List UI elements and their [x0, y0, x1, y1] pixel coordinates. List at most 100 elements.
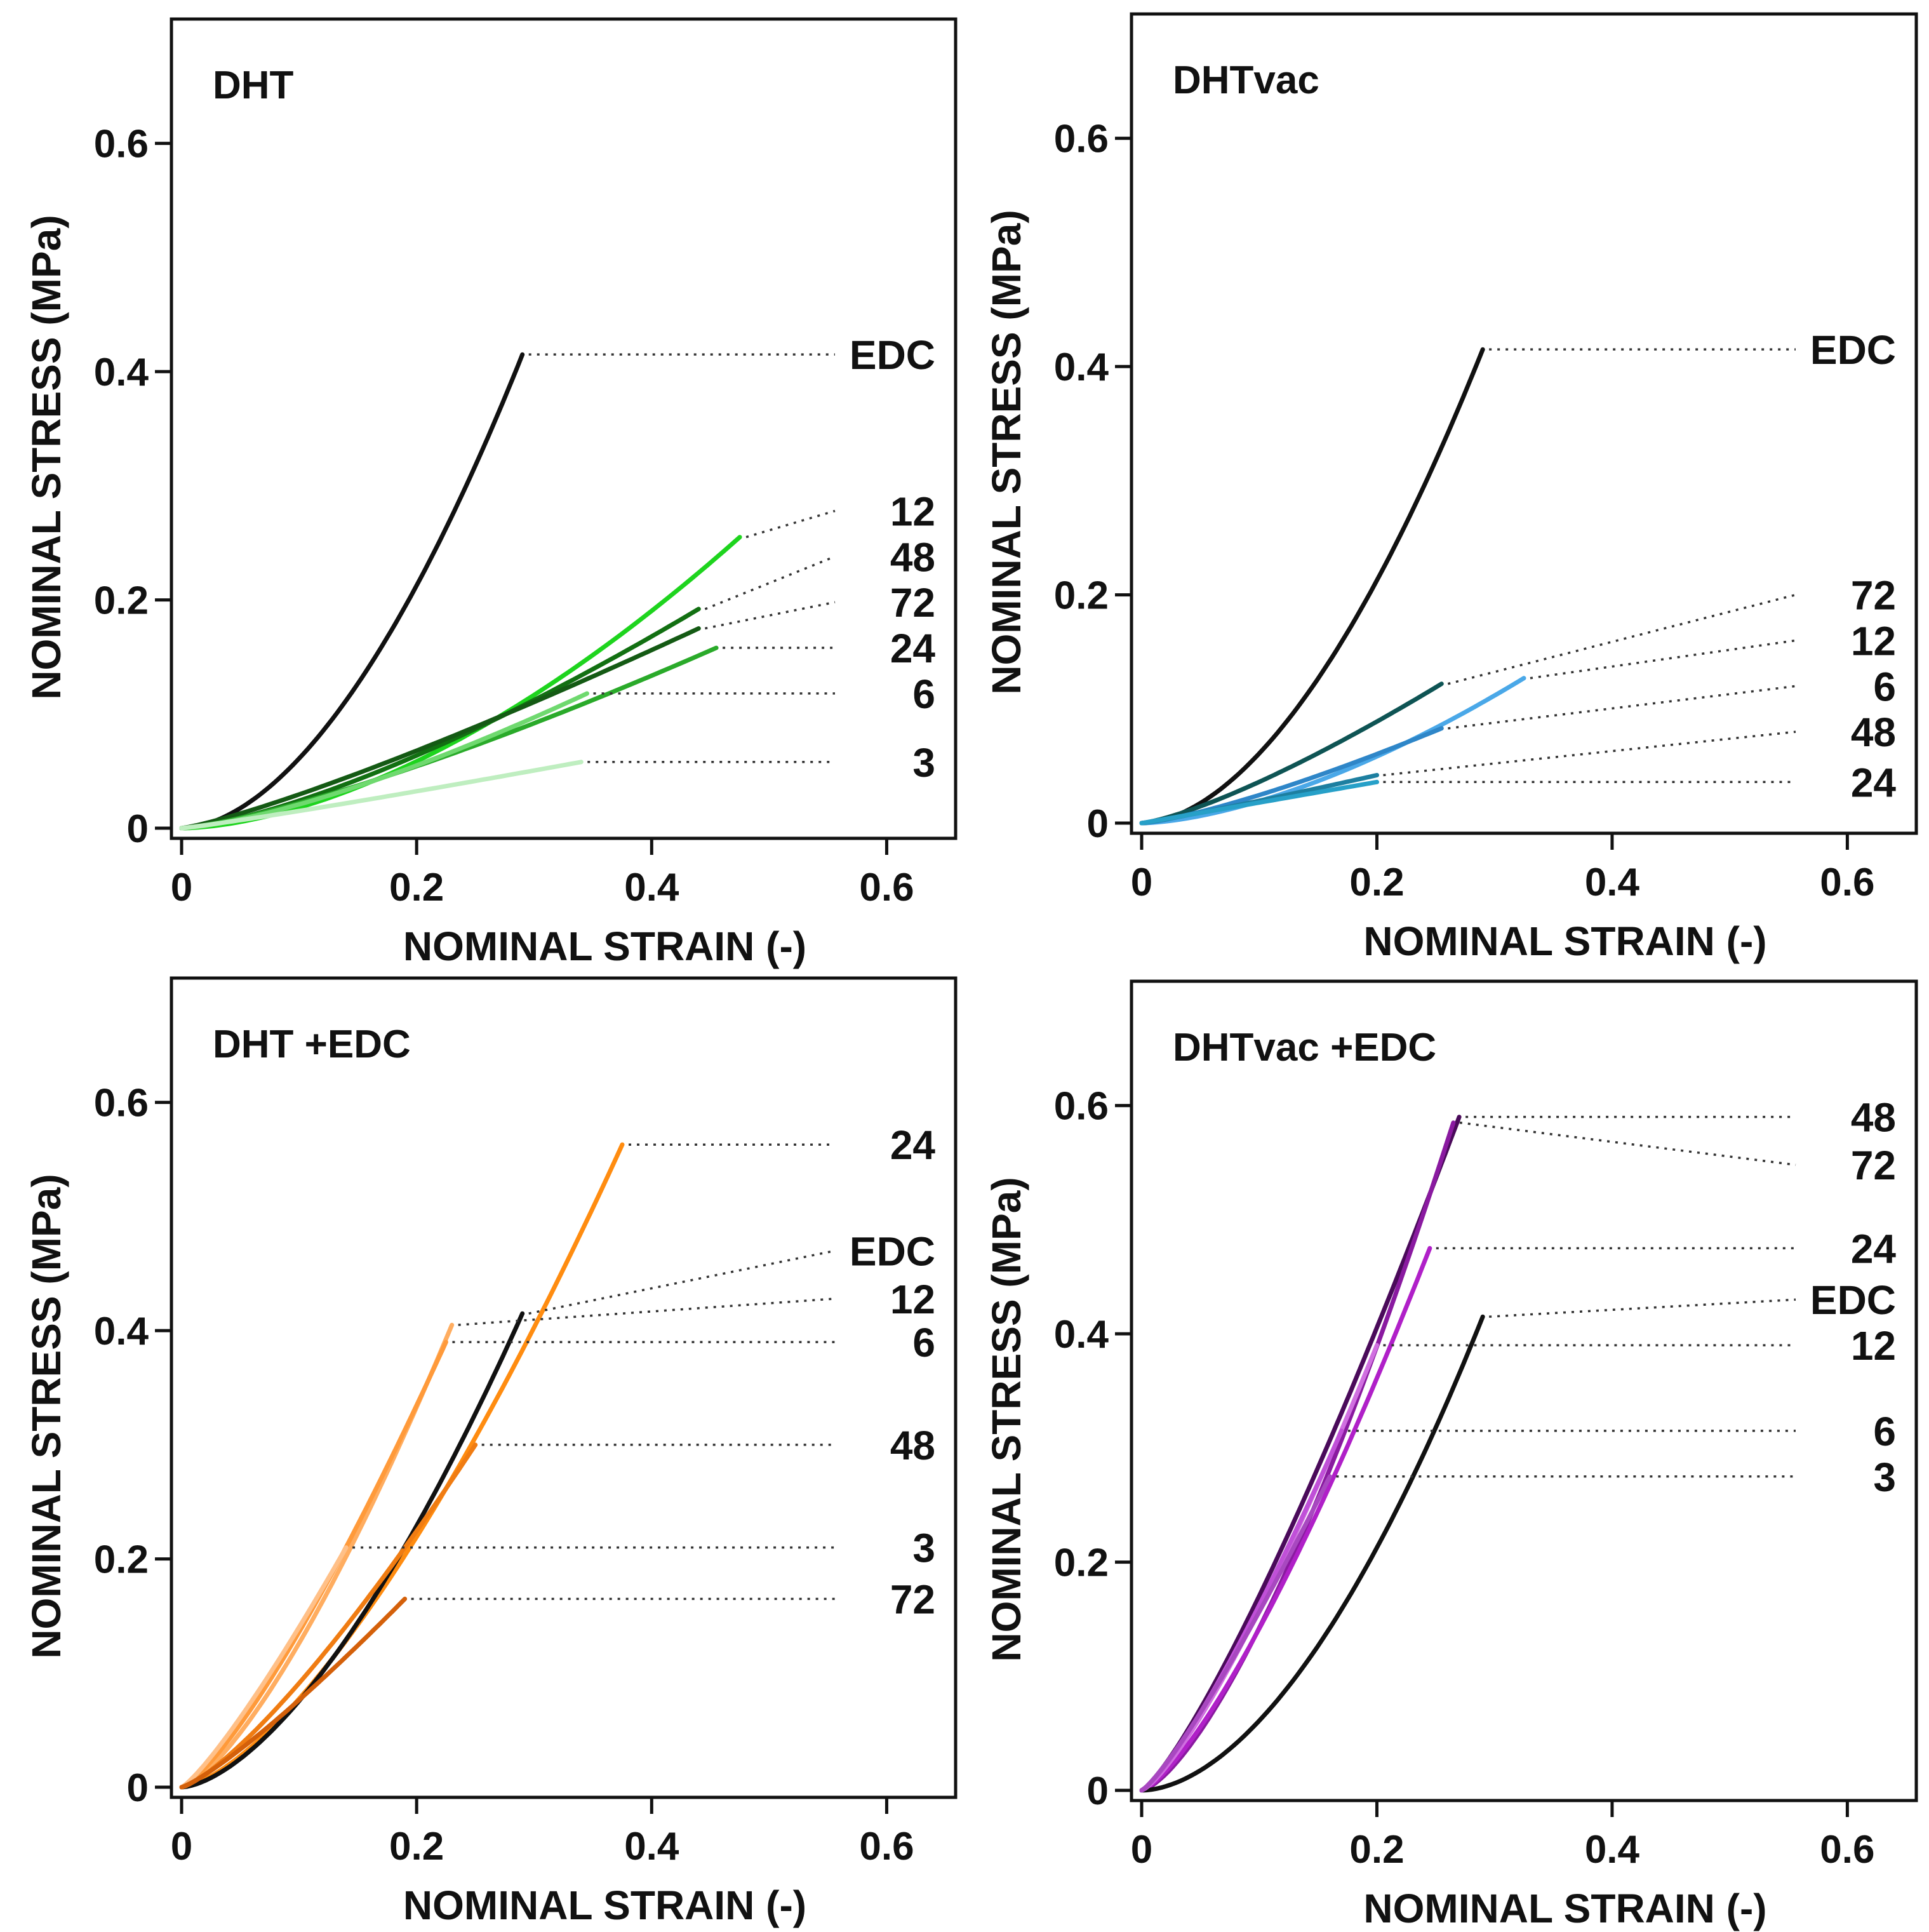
panel-title: DHT +EDC [213, 1023, 411, 1066]
series-line-6 [179, 1339, 448, 1790]
y-tick-label: 0.6 [94, 1082, 149, 1125]
series-label: 12 [890, 1277, 935, 1322]
y-tick-label: 0 [127, 807, 149, 851]
series-label: 72 [890, 1576, 935, 1622]
series-label: 72 [890, 580, 935, 626]
series-label: 24 [1851, 760, 1897, 805]
y-tick-label: 0.4 [94, 1310, 149, 1353]
x-tick-label: 0 [171, 866, 192, 909]
series-label: 6 [912, 671, 935, 717]
series-label: 48 [1851, 709, 1896, 755]
y-tick-label: 0.6 [1054, 117, 1109, 161]
series-label: EDC [1810, 1277, 1896, 1323]
series-label: 12 [890, 488, 935, 534]
leader-line [1448, 685, 1796, 730]
series-line-24 [1139, 1245, 1432, 1793]
chart-panel-2: 0 0.2 0.4 0.6 0 0.2 0.4 0.6 NOMINAL STRAIN (-) NO… [984, 12, 1918, 964]
leader-line [458, 1298, 836, 1326]
x-tick-label: 0 [1131, 1828, 1152, 1872]
x-tick-label: 0.2 [389, 1825, 444, 1868]
x-tick-label: 0.4 [1585, 861, 1640, 904]
series-line-72 [1139, 1120, 1456, 1793]
leader-line [1489, 1298, 1796, 1318]
series-line-EDC [1139, 347, 1485, 826]
panel-title: DHT [213, 64, 294, 107]
leader-line [704, 555, 836, 610]
series-label: 72 [1851, 1143, 1896, 1188]
plot-frame [1130, 12, 1918, 835]
y-tick-label: 0.6 [1054, 1085, 1109, 1129]
y-tick-label: 0.2 [94, 1538, 149, 1582]
x-tick-label: 0 [171, 1825, 192, 1868]
y-tick-label: 0.2 [1054, 574, 1109, 618]
series-label: 72 [1851, 573, 1896, 619]
y-axis-title: NOMINAL STRESS (MPa) [984, 210, 1029, 694]
series-line-3 [1139, 1474, 1332, 1793]
x-tick-label: 0.2 [1349, 1828, 1404, 1872]
series-line-72 [179, 1597, 408, 1790]
leader-line [1447, 593, 1796, 685]
panel-title: DHTvac [1173, 58, 1319, 102]
plot-frame [170, 976, 958, 1799]
series-line-48 [179, 1442, 478, 1790]
y-axis-title: NOMINAL STRESS (MPa) [984, 1177, 1029, 1661]
series-label: 48 [1851, 1095, 1896, 1141]
x-tick-label: 0.4 [624, 1825, 679, 1868]
y-tick-label: 0.6 [94, 123, 149, 166]
y-tick-label: 0.2 [1054, 1541, 1109, 1585]
chart-panel-3: 0 0.2 0.4 0.6 0 0.2 0.4 0.6 NOMINAL STRAIN (-) NO… [23, 976, 958, 1928]
series-line-12 [179, 1322, 455, 1790]
panel-title: DHTvac +EDC [1173, 1026, 1436, 1070]
leader-line [745, 509, 836, 539]
series-label: 24 [890, 1122, 936, 1168]
y-tick-label: 0 [1087, 1769, 1109, 1813]
series-label: 6 [912, 1320, 935, 1365]
series-line-48 [1139, 1115, 1462, 1793]
series-label: 12 [1851, 618, 1896, 664]
series-label: 24 [1851, 1226, 1897, 1271]
leader-line [704, 601, 836, 630]
series-line-3 [179, 1545, 349, 1790]
series-label: 3 [912, 740, 935, 786]
chart-panel-4: 0 0.2 0.4 0.6 0 0.2 0.4 0.6 NOMINAL STRAIN (-) NO… [984, 979, 1918, 1931]
plot-frame [1130, 979, 1918, 1802]
series-line-72 [179, 626, 701, 831]
series-label: 3 [912, 1526, 935, 1571]
x-tick-label: 0.6 [859, 866, 914, 909]
series-label: 12 [1851, 1323, 1896, 1369]
x-tick-label: 0.4 [1585, 1828, 1640, 1872]
x-tick-label: 0.6 [1820, 861, 1874, 904]
x-tick-label: 0.6 [1820, 1828, 1874, 1872]
series-line-12 [1139, 676, 1526, 826]
series-label: 6 [1873, 664, 1896, 709]
series-line-72 [1139, 681, 1444, 826]
series-label: EDC [850, 1228, 935, 1274]
y-tick-label: 0.4 [1054, 1313, 1109, 1357]
x-tick-label: 0.6 [859, 1825, 914, 1868]
series-line-24 [1139, 779, 1379, 826]
series-line-3 [179, 760, 584, 831]
x-axis-title: NOMINAL STRAIN (-) [403, 1882, 806, 1928]
y-tick-label: 0.4 [1054, 345, 1109, 389]
series-line-EDC [1139, 1314, 1485, 1793]
series-line-24 [179, 1142, 625, 1790]
x-axis-title: NOMINAL STRAIN (-) [403, 923, 806, 969]
series-label: 48 [890, 534, 935, 580]
chart-panel-1: 0 0.2 0.4 0.6 0 0.2 0.4 0.6 NOMINAL STRAIN (-) NO… [23, 17, 958, 969]
leader-line [528, 1249, 836, 1315]
x-tick-label: 0.2 [1349, 861, 1404, 904]
leader-line [1459, 1121, 1796, 1166]
x-tick-label: 0.2 [389, 866, 444, 909]
y-axis-title: NOMINAL STRESS (MPa) [23, 215, 69, 699]
series-line-EDC [179, 1311, 525, 1790]
series-label: 24 [890, 626, 936, 671]
leader-line [1383, 730, 1796, 777]
series-label: EDC [850, 332, 935, 378]
series-label: 6 [1873, 1409, 1896, 1454]
x-axis-title: NOMINAL STRAIN (-) [1363, 918, 1766, 964]
y-tick-label: 0 [1087, 802, 1109, 846]
leader-line [1530, 639, 1796, 680]
x-tick-label: 0.4 [624, 866, 679, 909]
series-label: EDC [1810, 327, 1896, 373]
